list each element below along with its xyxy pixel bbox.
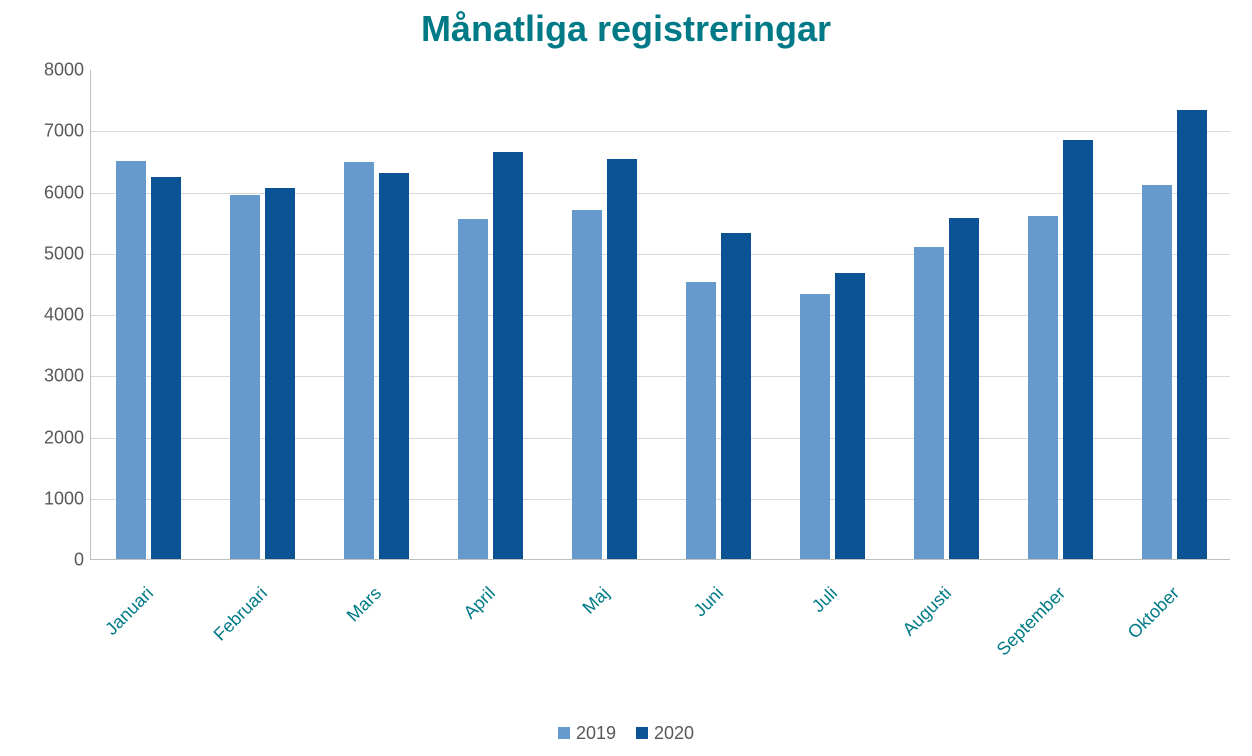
x-tick-label: Maj — [578, 583, 613, 618]
legend: 2019 2020 — [0, 723, 1252, 745]
y-tick-label: 6000 — [4, 182, 84, 203]
y-tick-label: 8000 — [4, 60, 84, 81]
bar-2020-september — [1063, 140, 1093, 559]
bar-2019-maj — [572, 210, 602, 559]
x-tick-label: April — [460, 583, 500, 623]
bars-layer — [91, 70, 1230, 559]
y-tick-label: 2000 — [4, 427, 84, 448]
x-tick-label: Augusti — [899, 583, 956, 640]
legend-swatch — [558, 727, 570, 739]
bar-2019-juni — [686, 282, 716, 559]
x-tick-label: Juni — [690, 583, 728, 621]
bar-2019-augusti — [914, 247, 944, 559]
bar-2019-februari — [230, 195, 260, 559]
bar-2020-april — [493, 152, 523, 559]
x-tick-label: Juli — [808, 583, 842, 617]
bar-2020-juni — [721, 233, 751, 559]
bar-2020-augusti — [949, 218, 979, 559]
y-tick-label: 3000 — [4, 366, 84, 387]
y-tick-label: 1000 — [4, 488, 84, 509]
legend-label: 2020 — [654, 723, 694, 744]
y-tick-label: 7000 — [4, 121, 84, 142]
bar-2020-februari — [265, 188, 295, 559]
bar-2020-mars — [379, 173, 409, 559]
bar-2019-oktober — [1142, 185, 1172, 559]
x-tick-label: Februari — [210, 583, 272, 645]
chart-title: Månatliga registreringar — [0, 8, 1252, 50]
bar-2020-januari — [151, 177, 181, 559]
plot-area — [90, 70, 1230, 560]
chart-container: Månatliga registreringar 0 1000 2000 3000 40… — [0, 0, 1252, 756]
x-tick-label: Januari — [101, 583, 158, 640]
x-tick-label: Mars — [343, 583, 386, 626]
legend-swatch — [636, 727, 648, 739]
bar-2019-september — [1028, 216, 1058, 559]
bar-2019-april — [458, 219, 488, 559]
bar-2020-maj — [607, 159, 637, 559]
bar-2020-juli — [835, 273, 865, 559]
legend-item-2020: 2020 — [636, 723, 694, 744]
bar-2019-juli — [800, 294, 830, 559]
bar-2020-oktober — [1177, 110, 1207, 559]
x-axis-labels: Januari Februari Mars April Maj Juni Juli Augus… — [90, 565, 1230, 685]
y-tick-label: 5000 — [4, 243, 84, 264]
legend-item-2019: 2019 — [558, 723, 616, 744]
x-tick-label: Oktober — [1124, 583, 1184, 643]
x-tick-label: September — [993, 583, 1070, 660]
y-tick-label: 4000 — [4, 305, 84, 326]
y-tick-label: 0 — [4, 550, 84, 571]
bar-2019-mars — [344, 162, 374, 559]
legend-label: 2019 — [576, 723, 616, 744]
bar-2019-januari — [116, 161, 146, 559]
